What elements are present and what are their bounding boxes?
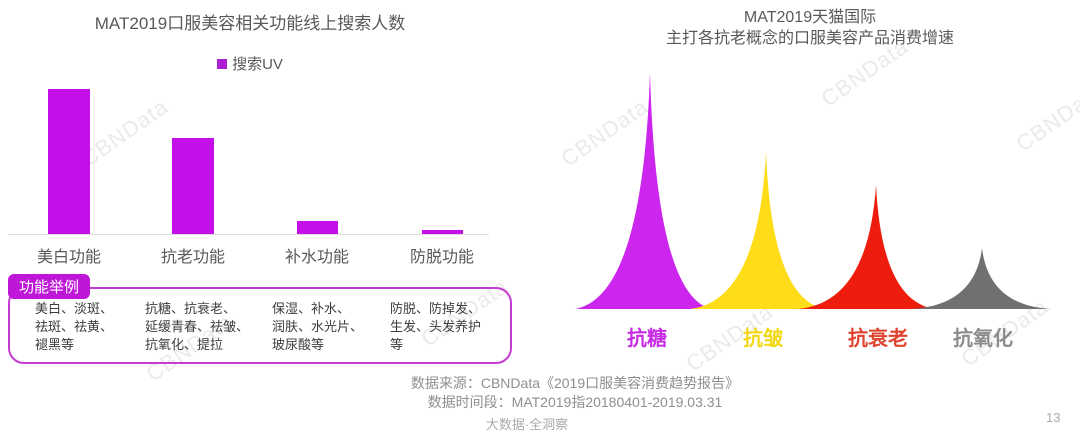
examples-col-anti-hairloss: 防脱、防掉发、 生发、头发养护 等 — [390, 301, 482, 352]
left-chart-legend: 搜索UV — [0, 53, 500, 74]
category-label: 美白功能 — [36, 249, 101, 266]
examples-box — [8, 287, 512, 364]
left-chart-title: MAT2019口服美容相关功能线上搜索人数 — [94, 14, 406, 33]
right-chart-title-line2: 主打各抗老概念的口服美容产品消费增速 — [665, 30, 954, 47]
examples-col-hydration: 保湿、补水、 润肤、水光片、 玻尿酸等 — [272, 301, 364, 352]
data-source-note: 数据来源：CBNData《2019口服美容消费趋势报告》 数据时间段：MAT20… — [300, 374, 850, 412]
right-chart-title-line1: MAT2019天猫国际 — [743, 9, 877, 26]
data-source-line: 数据来源：CBNData《2019口服美容消费趋势报告》 — [410, 375, 740, 391]
watermark: CBNData — [1011, 78, 1080, 157]
page-number: 13 — [1046, 410, 1061, 425]
category-label: 抗老功能 — [160, 249, 225, 266]
examples-col-whitening: 美白、淡斑、 祛斑、祛黄、 褪黑等 — [35, 301, 114, 352]
bar-anti-hairloss — [422, 230, 463, 234]
peak-shape — [575, 73, 712, 309]
legend-swatch-icon — [217, 58, 228, 69]
footer-tagline: 大数据·全洞察 — [485, 417, 569, 432]
peak-shape — [798, 185, 936, 309]
category-label: 补水功能 — [284, 249, 349, 266]
category-label: 防脱功能 — [409, 249, 474, 266]
bar-chart-plot — [8, 60, 489, 235]
data-period-line: 数据时间段：MAT2019指20180401-2019.03.31 — [427, 394, 723, 410]
peak-label-anti-aging: 抗衰老 — [848, 328, 908, 350]
watermark: CBNData — [556, 93, 653, 172]
examples-badge: 功能举例 — [8, 274, 90, 299]
legend-label: 搜索UV — [232, 56, 283, 73]
bar-whitening — [48, 89, 90, 234]
peak-shape — [910, 248, 1052, 309]
peak-label-anti-sugar: 抗糖 — [627, 328, 667, 350]
peak-label-anti-oxidation: 抗氧化 — [953, 328, 1013, 350]
examples-col-anti-aging: 抗糖、抗衰老、 延缓青春、祛皱、 抗氧化、提拉 — [145, 301, 250, 352]
peak-label-anti-wrinkle: 抗皱 — [743, 328, 783, 350]
right-chart-title: MAT2019天猫国际 主打各抗老概念的口服美容产品消费增速 — [580, 7, 1040, 49]
peak-shape — [690, 152, 826, 309]
bar-anti-aging — [172, 138, 214, 234]
bar-hydration — [297, 221, 338, 234]
